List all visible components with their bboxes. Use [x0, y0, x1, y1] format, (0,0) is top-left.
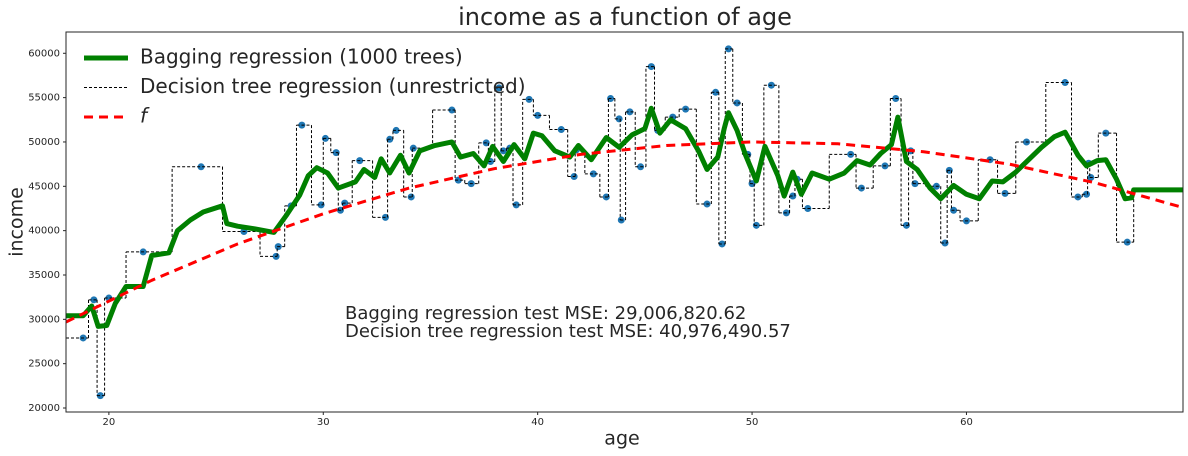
- scatter-point: [512, 201, 520, 209]
- series-line: [66, 140, 1183, 324]
- scatter-point: [392, 126, 400, 134]
- scatter-point: [454, 176, 462, 184]
- plot-frame: [65, 31, 1184, 413]
- y-tick-label: 40000: [28, 226, 60, 237]
- scatter-point: [1061, 79, 1069, 87]
- scatter-point: [197, 163, 205, 171]
- y-tick-label: 45000: [28, 181, 60, 192]
- y-tick-label: 35000: [28, 270, 60, 281]
- x-tick-label: 30: [317, 417, 330, 428]
- x-tick-label: 50: [746, 417, 759, 428]
- scatter-point: [724, 45, 732, 53]
- y-tick-label: 60000: [28, 48, 60, 59]
- scatter-point: [712, 88, 720, 96]
- y-tick-label: 25000: [28, 359, 60, 370]
- y-tick-label: 30000: [28, 314, 60, 325]
- annotation: Bagging regression test MSE: 29,006,820.…: [345, 303, 746, 324]
- y-tick-label: 55000: [28, 93, 60, 104]
- scatter-point: [1083, 190, 1091, 198]
- scatter-point: [718, 240, 726, 248]
- scatter-point: [534, 111, 542, 119]
- scatter-point: [733, 99, 741, 107]
- scatter-point: [589, 170, 597, 178]
- legend-label: Bagging regression (1000 trees): [140, 45, 463, 69]
- x-tick-label: 40: [531, 417, 544, 428]
- scatter-point: [626, 108, 634, 116]
- annotation: Decision tree regression test MSE: 40,97…: [345, 321, 791, 342]
- y-axis-label: income: [6, 187, 28, 257]
- y-tick-label: 50000: [28, 137, 60, 148]
- scatter-point: [96, 392, 104, 400]
- chart-title: income as a function of age: [458, 3, 792, 31]
- y-tick-label: 20000: [28, 403, 60, 414]
- legend-label: f: [140, 104, 150, 128]
- x-tick-label: 60: [960, 417, 973, 428]
- scatter-point: [448, 106, 456, 114]
- legend-label: Decision tree regression (unrestricted): [140, 74, 526, 98]
- x-tick-label: 20: [103, 417, 116, 428]
- scatter-point: [615, 115, 623, 123]
- series-line: [66, 105, 1183, 329]
- x-axis-label: age: [604, 428, 639, 450]
- plot-area: [66, 45, 1183, 400]
